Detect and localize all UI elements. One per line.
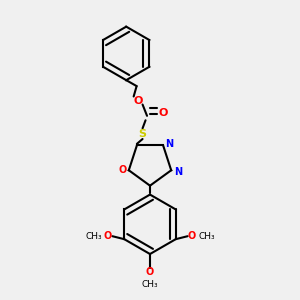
Text: O: O	[119, 165, 127, 175]
Text: N: N	[165, 139, 173, 149]
Text: CH₃: CH₃	[142, 280, 158, 289]
Text: O: O	[134, 96, 143, 106]
Text: N: N	[174, 167, 182, 177]
Text: CH₃: CH₃	[198, 232, 215, 241]
Text: O: O	[104, 231, 112, 241]
Text: CH₃: CH₃	[85, 232, 102, 241]
Text: O: O	[188, 231, 196, 241]
Text: O: O	[159, 108, 168, 118]
Text: O: O	[146, 267, 154, 277]
Text: S: S	[139, 129, 147, 139]
